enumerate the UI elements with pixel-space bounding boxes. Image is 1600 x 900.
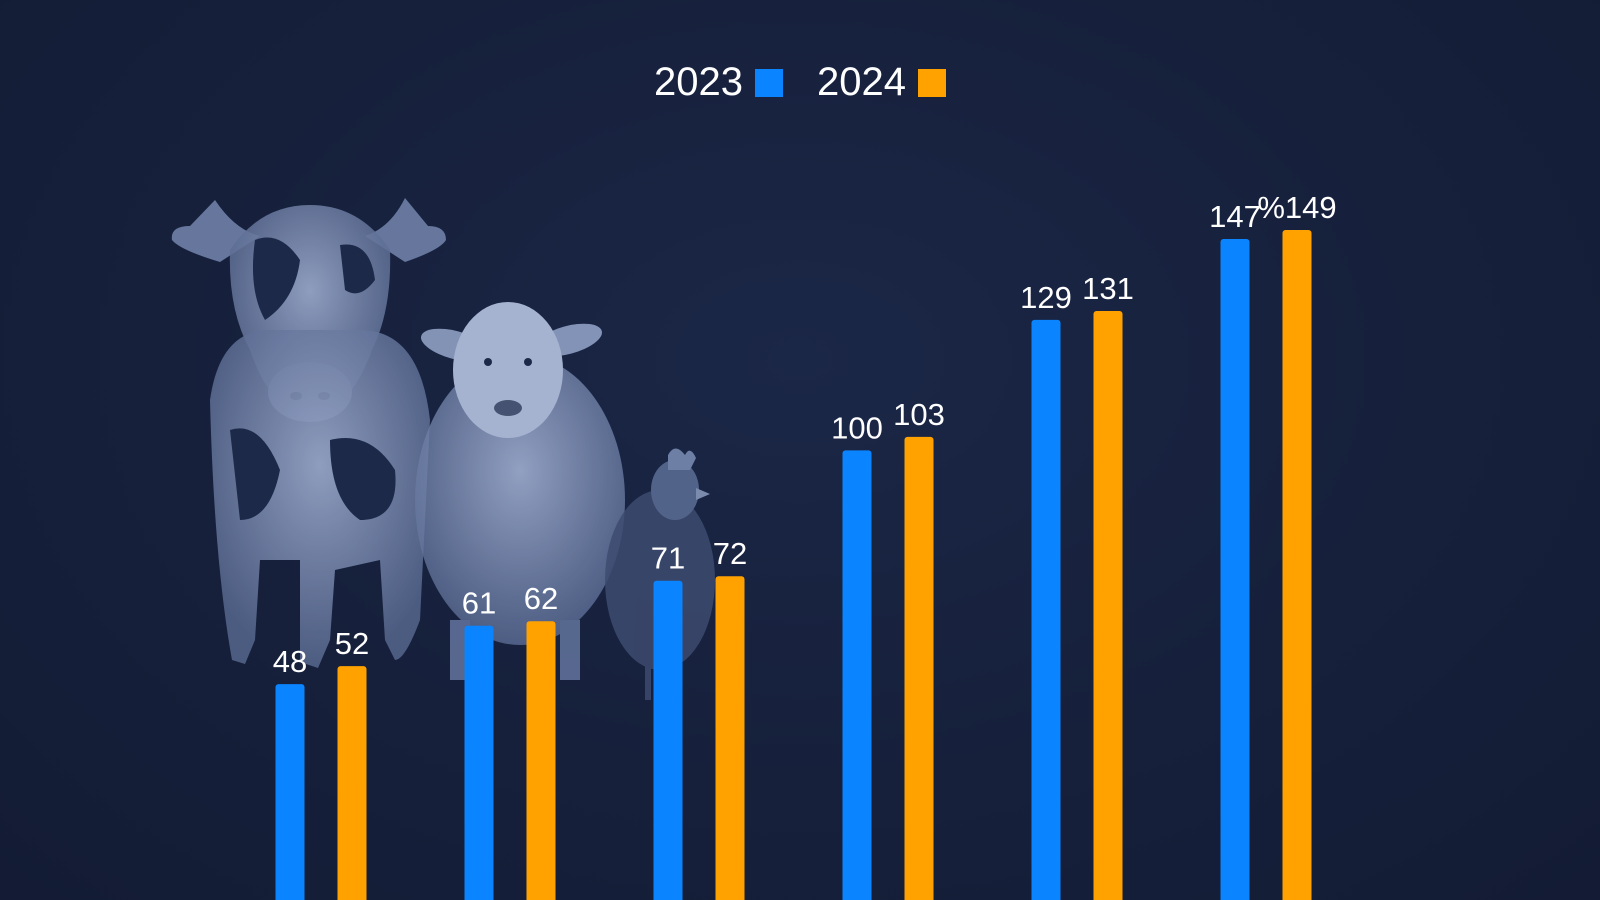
legend-item-2023: 2023 bbox=[654, 60, 783, 105]
bar-2024-1 bbox=[337, 666, 367, 900]
bar-2023-4 bbox=[842, 450, 872, 900]
bar-2023-5 bbox=[1031, 319, 1061, 900]
bar-2023-6 bbox=[1220, 238, 1250, 900]
cow-icon bbox=[171, 198, 446, 668]
value-label-2023-2: 61 bbox=[462, 586, 496, 621]
legend-item-2024: 2024 bbox=[817, 60, 946, 105]
value-label-2023-1: 48 bbox=[273, 644, 307, 679]
bar-2023-3 bbox=[653, 580, 683, 900]
bar-2024-5 bbox=[1093, 310, 1123, 900]
bar-2024-2 bbox=[526, 621, 556, 900]
legend-swatch-2024 bbox=[917, 68, 946, 97]
bar-2023-2 bbox=[464, 625, 494, 900]
value-label-2023-4: 100 bbox=[831, 410, 883, 445]
value-label-2023-6: 147 bbox=[1209, 199, 1261, 234]
value-label-2024-5: 131 bbox=[1082, 271, 1134, 306]
value-label-2024-4: 103 bbox=[893, 397, 945, 432]
value-label-2023-5: 129 bbox=[1020, 280, 1072, 315]
value-label-2024-2: 62 bbox=[524, 581, 558, 616]
bar-2024-6 bbox=[1282, 230, 1312, 900]
chart-legend: 2023 2024 bbox=[0, 60, 1600, 105]
value-label-2024-1: 52 bbox=[335, 626, 369, 661]
sheep-icon bbox=[415, 302, 625, 680]
legend-label-2023: 2023 bbox=[654, 60, 743, 104]
legend-swatch-2023 bbox=[755, 68, 783, 97]
legend-label-2024: 2024 bbox=[817, 60, 906, 104]
bar-2023-1 bbox=[275, 684, 305, 900]
chicken-icon bbox=[605, 448, 715, 700]
bar-2024-3 bbox=[715, 576, 745, 900]
value-label-2023-3: 71 bbox=[651, 541, 685, 576]
value-label-2024-6: %149 bbox=[1257, 190, 1336, 225]
value-label-2024-3: 72 bbox=[713, 536, 747, 571]
bar-2024-4 bbox=[904, 436, 934, 900]
